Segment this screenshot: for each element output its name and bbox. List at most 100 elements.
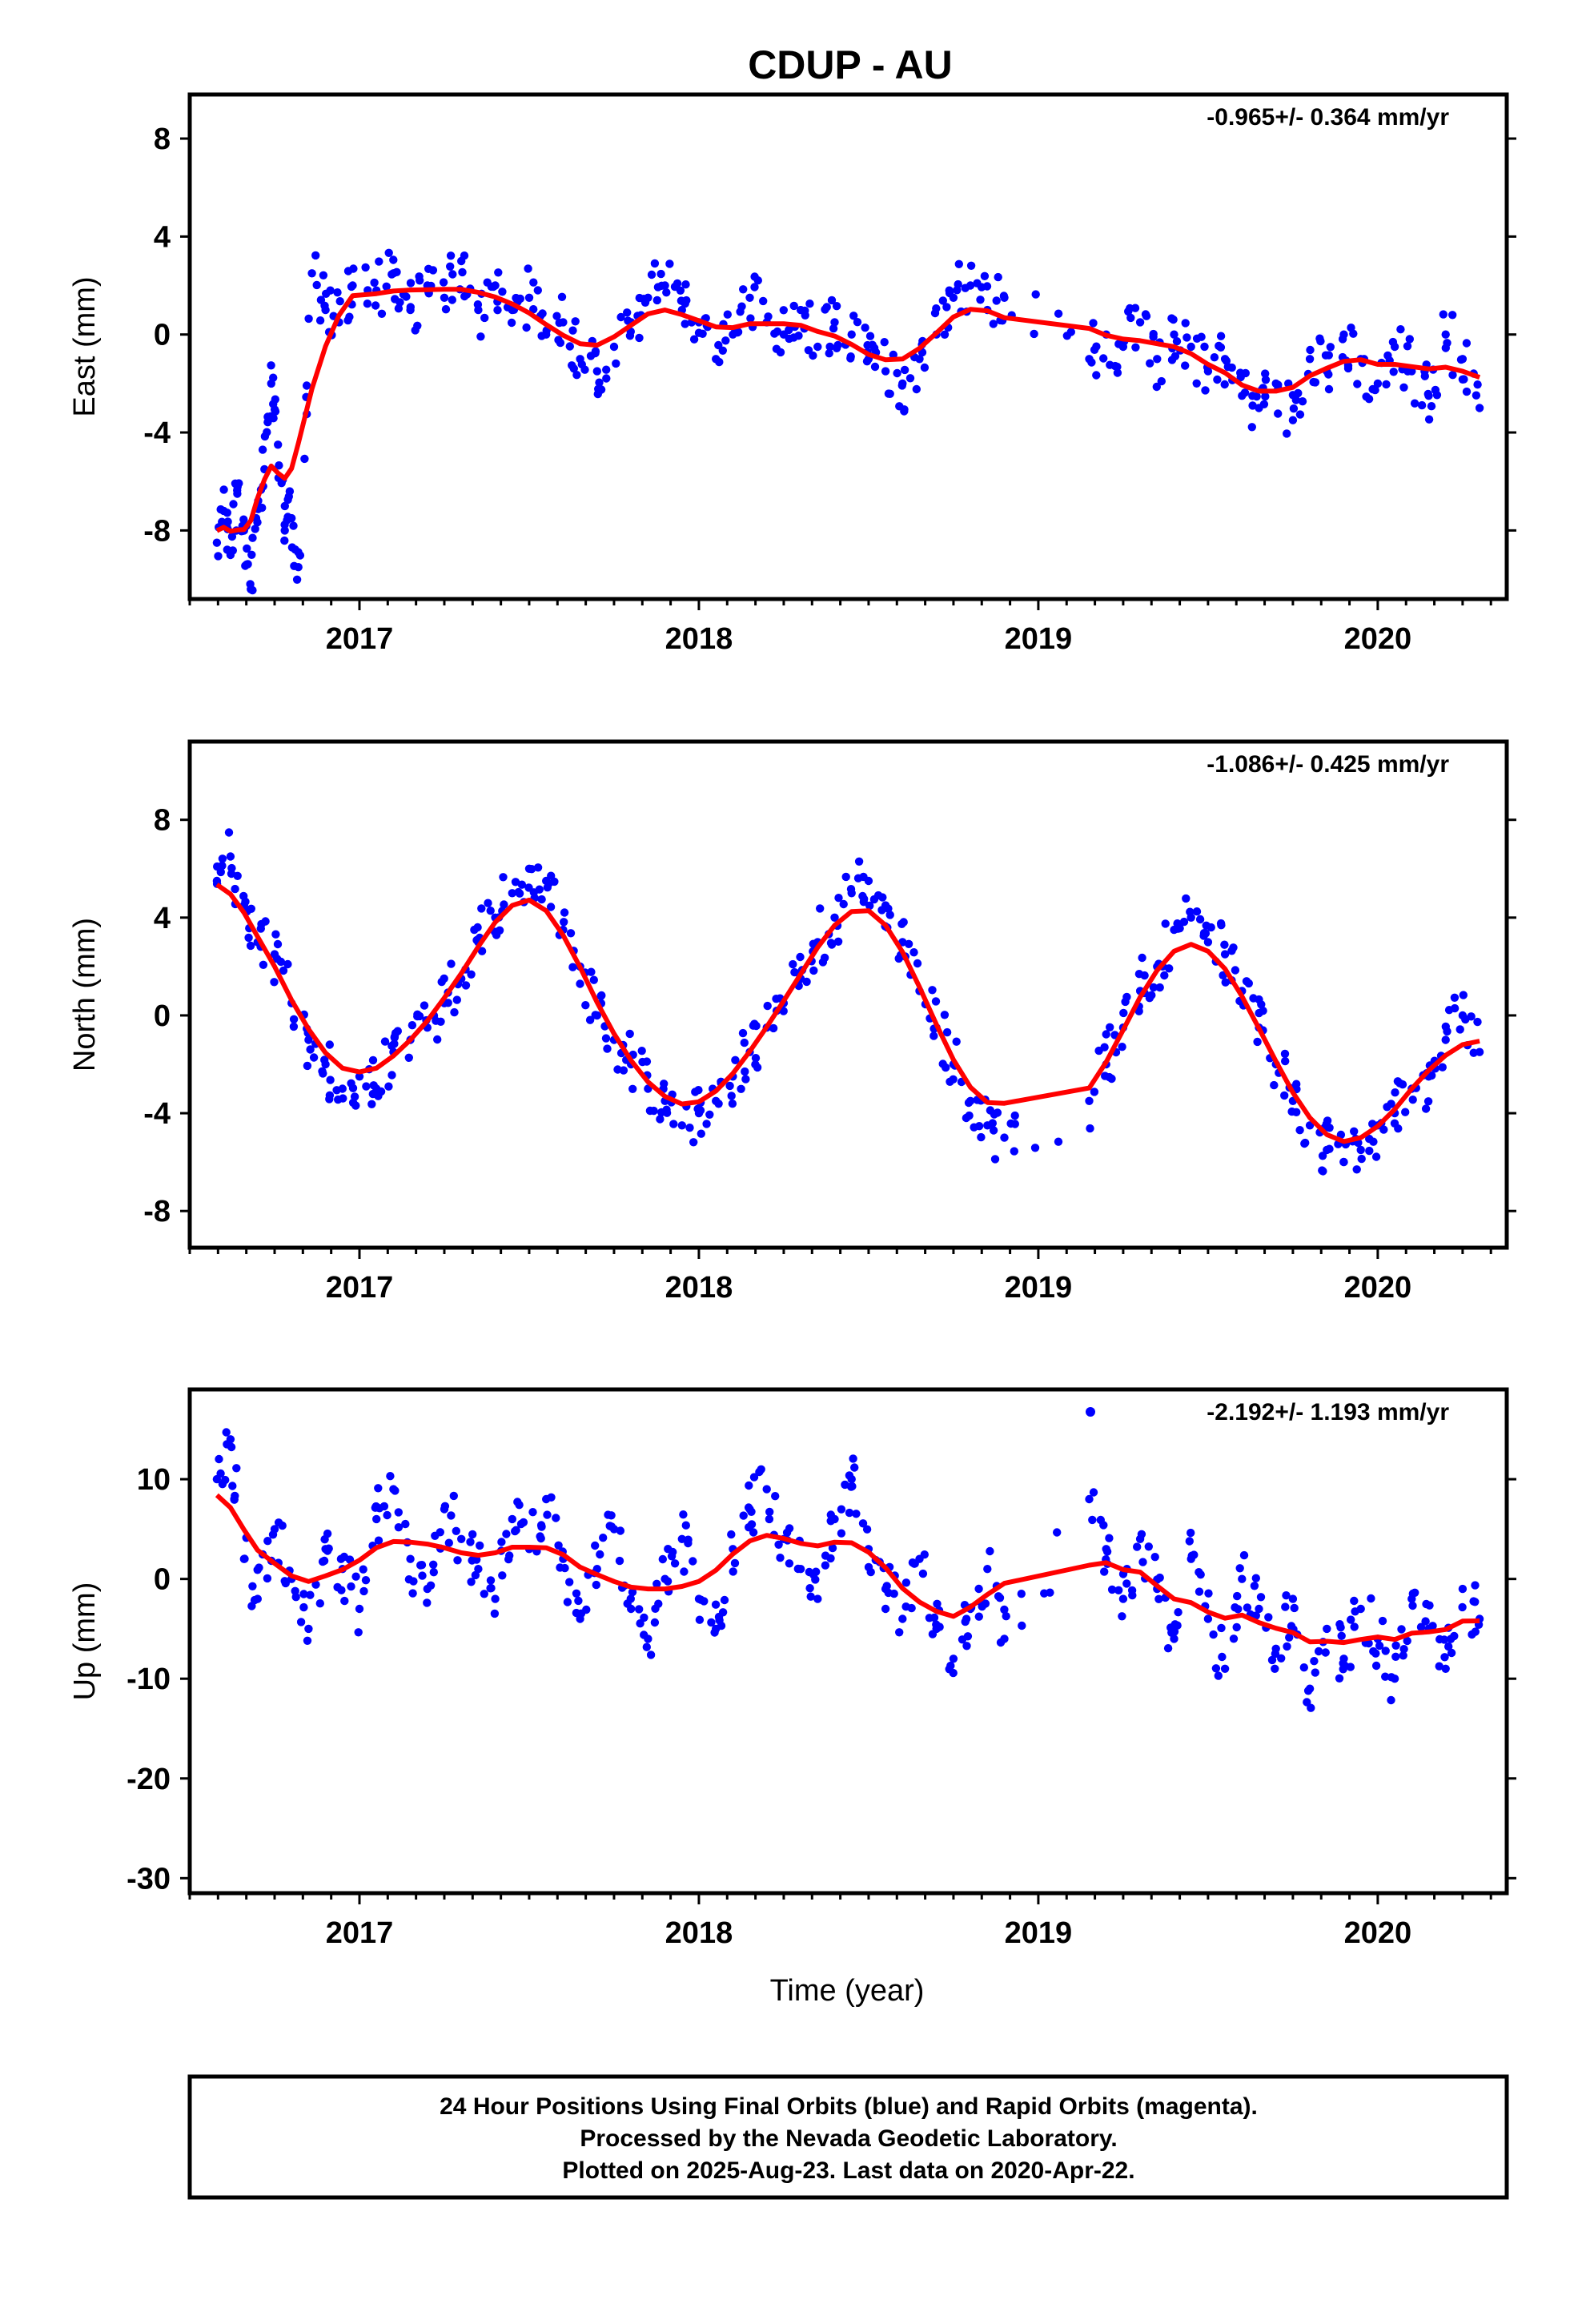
data-point xyxy=(304,1035,313,1044)
data-point xyxy=(958,1635,967,1644)
data-point xyxy=(738,1028,748,1038)
data-point xyxy=(589,975,598,984)
data-point xyxy=(272,955,282,963)
data-point xyxy=(1391,1641,1400,1650)
data-point xyxy=(751,1054,761,1063)
data-point xyxy=(285,487,295,496)
data-point xyxy=(468,1530,477,1539)
data-point xyxy=(394,1508,403,1517)
data-point xyxy=(1227,363,1236,372)
data-point xyxy=(449,1491,458,1501)
data-point xyxy=(616,1526,625,1535)
data-point xyxy=(809,966,818,975)
data-point xyxy=(432,1016,440,1025)
data-point xyxy=(528,1508,537,1517)
data-point xyxy=(404,1053,413,1063)
data-point xyxy=(961,1617,970,1626)
data-point xyxy=(384,1082,393,1091)
data-point xyxy=(662,1105,671,1114)
y-tick-label: 4 xyxy=(154,902,171,935)
data-point xyxy=(657,281,666,290)
data-point xyxy=(1337,1631,1346,1640)
data-point xyxy=(715,357,724,367)
data-point xyxy=(900,407,909,416)
data-point xyxy=(348,1098,358,1108)
data-point xyxy=(952,1037,961,1046)
data-point xyxy=(1146,359,1154,368)
plot-frame xyxy=(187,1387,1509,1896)
data-point xyxy=(382,282,391,291)
data-point xyxy=(1288,416,1298,424)
data-point xyxy=(269,373,278,382)
data-point xyxy=(945,288,954,298)
data-point xyxy=(1461,1015,1470,1024)
data-point xyxy=(1161,919,1170,928)
data-point xyxy=(619,1066,628,1075)
data-point xyxy=(401,1519,410,1529)
data-point xyxy=(248,585,257,595)
data-point xyxy=(597,991,606,1000)
data-point xyxy=(375,257,383,266)
data-point xyxy=(227,863,236,873)
data-point xyxy=(1241,368,1251,378)
data-point xyxy=(806,1592,815,1601)
data-point xyxy=(1391,1652,1400,1661)
data-point xyxy=(932,304,941,313)
data-point xyxy=(977,1132,986,1142)
data-point xyxy=(1192,907,1202,916)
data-point xyxy=(647,270,656,279)
data-point xyxy=(942,1027,952,1037)
data-point xyxy=(865,901,874,911)
data-point xyxy=(591,1541,600,1550)
data-point xyxy=(1318,1166,1327,1175)
data-point xyxy=(547,1493,556,1502)
data-point xyxy=(486,1584,495,1593)
data-point xyxy=(912,384,921,394)
footer-line-1: 24 Hour Positions Using Final Orbits (bl… xyxy=(440,2093,1258,2120)
data-point xyxy=(452,995,461,1004)
data-point xyxy=(920,1550,930,1559)
data-point xyxy=(387,1071,396,1080)
data-point xyxy=(624,316,632,325)
data-point xyxy=(841,872,850,882)
data-point xyxy=(769,1023,778,1033)
data-point xyxy=(1289,404,1299,413)
data-point xyxy=(1369,1137,1378,1146)
data-point xyxy=(1195,1568,1203,1577)
data-point xyxy=(1152,382,1162,392)
data-point xyxy=(1122,1579,1131,1588)
data-point xyxy=(446,251,456,260)
data-point xyxy=(1195,1587,1204,1596)
data-point xyxy=(466,1538,475,1546)
data-point xyxy=(1425,1601,1434,1610)
data-point xyxy=(1447,1648,1456,1658)
data-point xyxy=(1232,1622,1241,1632)
data-point xyxy=(949,1655,958,1663)
data-point xyxy=(1000,1605,1009,1614)
data-point xyxy=(228,1482,237,1490)
data-point xyxy=(865,332,875,340)
data-point xyxy=(992,296,1001,305)
data-point xyxy=(1324,370,1333,379)
data-point xyxy=(978,1602,986,1611)
data-point xyxy=(1218,1652,1227,1662)
data-point xyxy=(751,1060,760,1069)
data-point xyxy=(1031,290,1040,299)
data-point xyxy=(1458,1584,1468,1594)
data-point xyxy=(1086,1124,1094,1133)
data-point xyxy=(931,997,941,1006)
data-point xyxy=(323,1529,332,1538)
data-point xyxy=(241,897,250,907)
data-point xyxy=(529,278,538,287)
footer-line-3: Plotted on 2025-Aug-23. Last data on 202… xyxy=(562,2157,1134,2184)
data-point xyxy=(1290,1603,1299,1613)
data-point xyxy=(694,1086,703,1095)
data-point xyxy=(424,264,433,273)
data-point xyxy=(839,899,848,909)
data-point xyxy=(1371,385,1379,395)
data-point xyxy=(340,1596,349,1606)
data-point xyxy=(1267,1655,1277,1665)
fit-curve xyxy=(215,287,1481,534)
data-point xyxy=(500,900,508,909)
data-point xyxy=(1307,1703,1315,1712)
